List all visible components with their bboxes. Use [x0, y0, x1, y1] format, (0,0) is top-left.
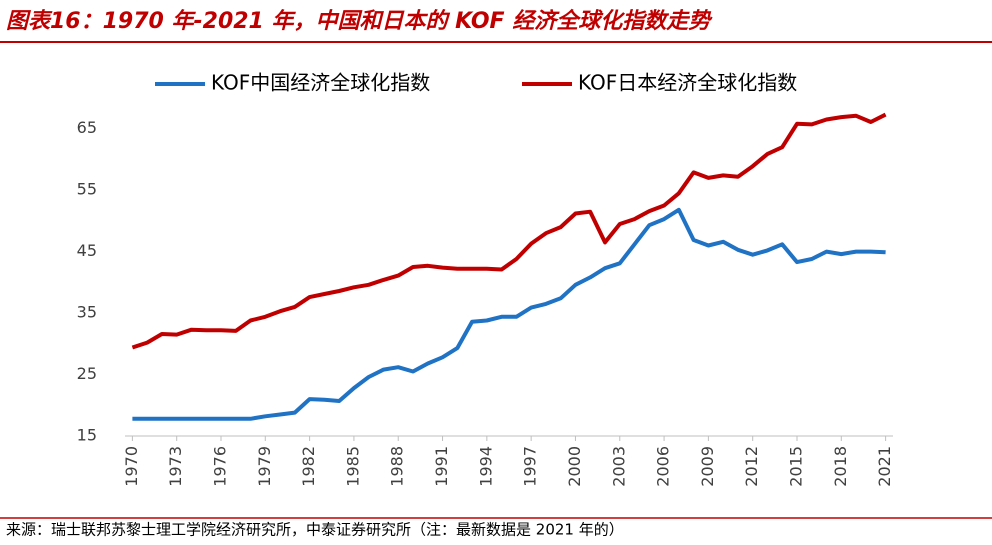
source-note: 来源：瑞士联邦苏黎士理工学院经济研究所，中泰证券研究所（注：最新数据是 2021…	[6, 521, 624, 539]
legend-label: KOF中国经济全球化指数	[211, 71, 430, 95]
x-tick-label: 1970	[122, 446, 141, 487]
series-line	[131, 112, 887, 350]
legend-label: KOF日本经济全球化指数	[578, 71, 797, 95]
y-tick-label: 25	[77, 364, 97, 383]
x-tick-label: 2018	[831, 446, 850, 487]
x-tick-label: 2000	[565, 446, 584, 487]
x-tick-label: 1982	[299, 446, 318, 487]
x-tick-label: 2009	[698, 446, 717, 487]
x-tick-label: 1997	[521, 446, 540, 487]
x-tick-label: 1994	[476, 446, 495, 487]
x-tick-label: 1979	[255, 446, 274, 487]
chart-title: 图表16：1970 年-2021 年，中国和日本的 KOF 经济全球化指数走势	[6, 8, 713, 34]
x-tick-label: 2021	[875, 446, 894, 487]
y-tick-label: 45	[77, 241, 97, 260]
x-tick-label: 2015	[787, 446, 806, 487]
x-tick-label: 1973	[166, 446, 185, 487]
y-tick-label: 55	[77, 180, 97, 199]
x-tick-label: 1988	[388, 446, 407, 487]
x-tick-label: 2006	[654, 446, 673, 487]
x-tick-label: 1985	[343, 446, 362, 487]
x-tick-label: 2003	[609, 446, 628, 487]
x-tick-label: 1976	[211, 446, 230, 487]
x-tick-label: 1991	[432, 446, 451, 487]
x-tick-label: 2012	[742, 446, 761, 487]
y-tick-label: 15	[77, 426, 97, 445]
series-line	[132, 207, 886, 421]
y-tick-label: 35	[77, 303, 97, 322]
y-tick-label: 65	[77, 118, 97, 137]
